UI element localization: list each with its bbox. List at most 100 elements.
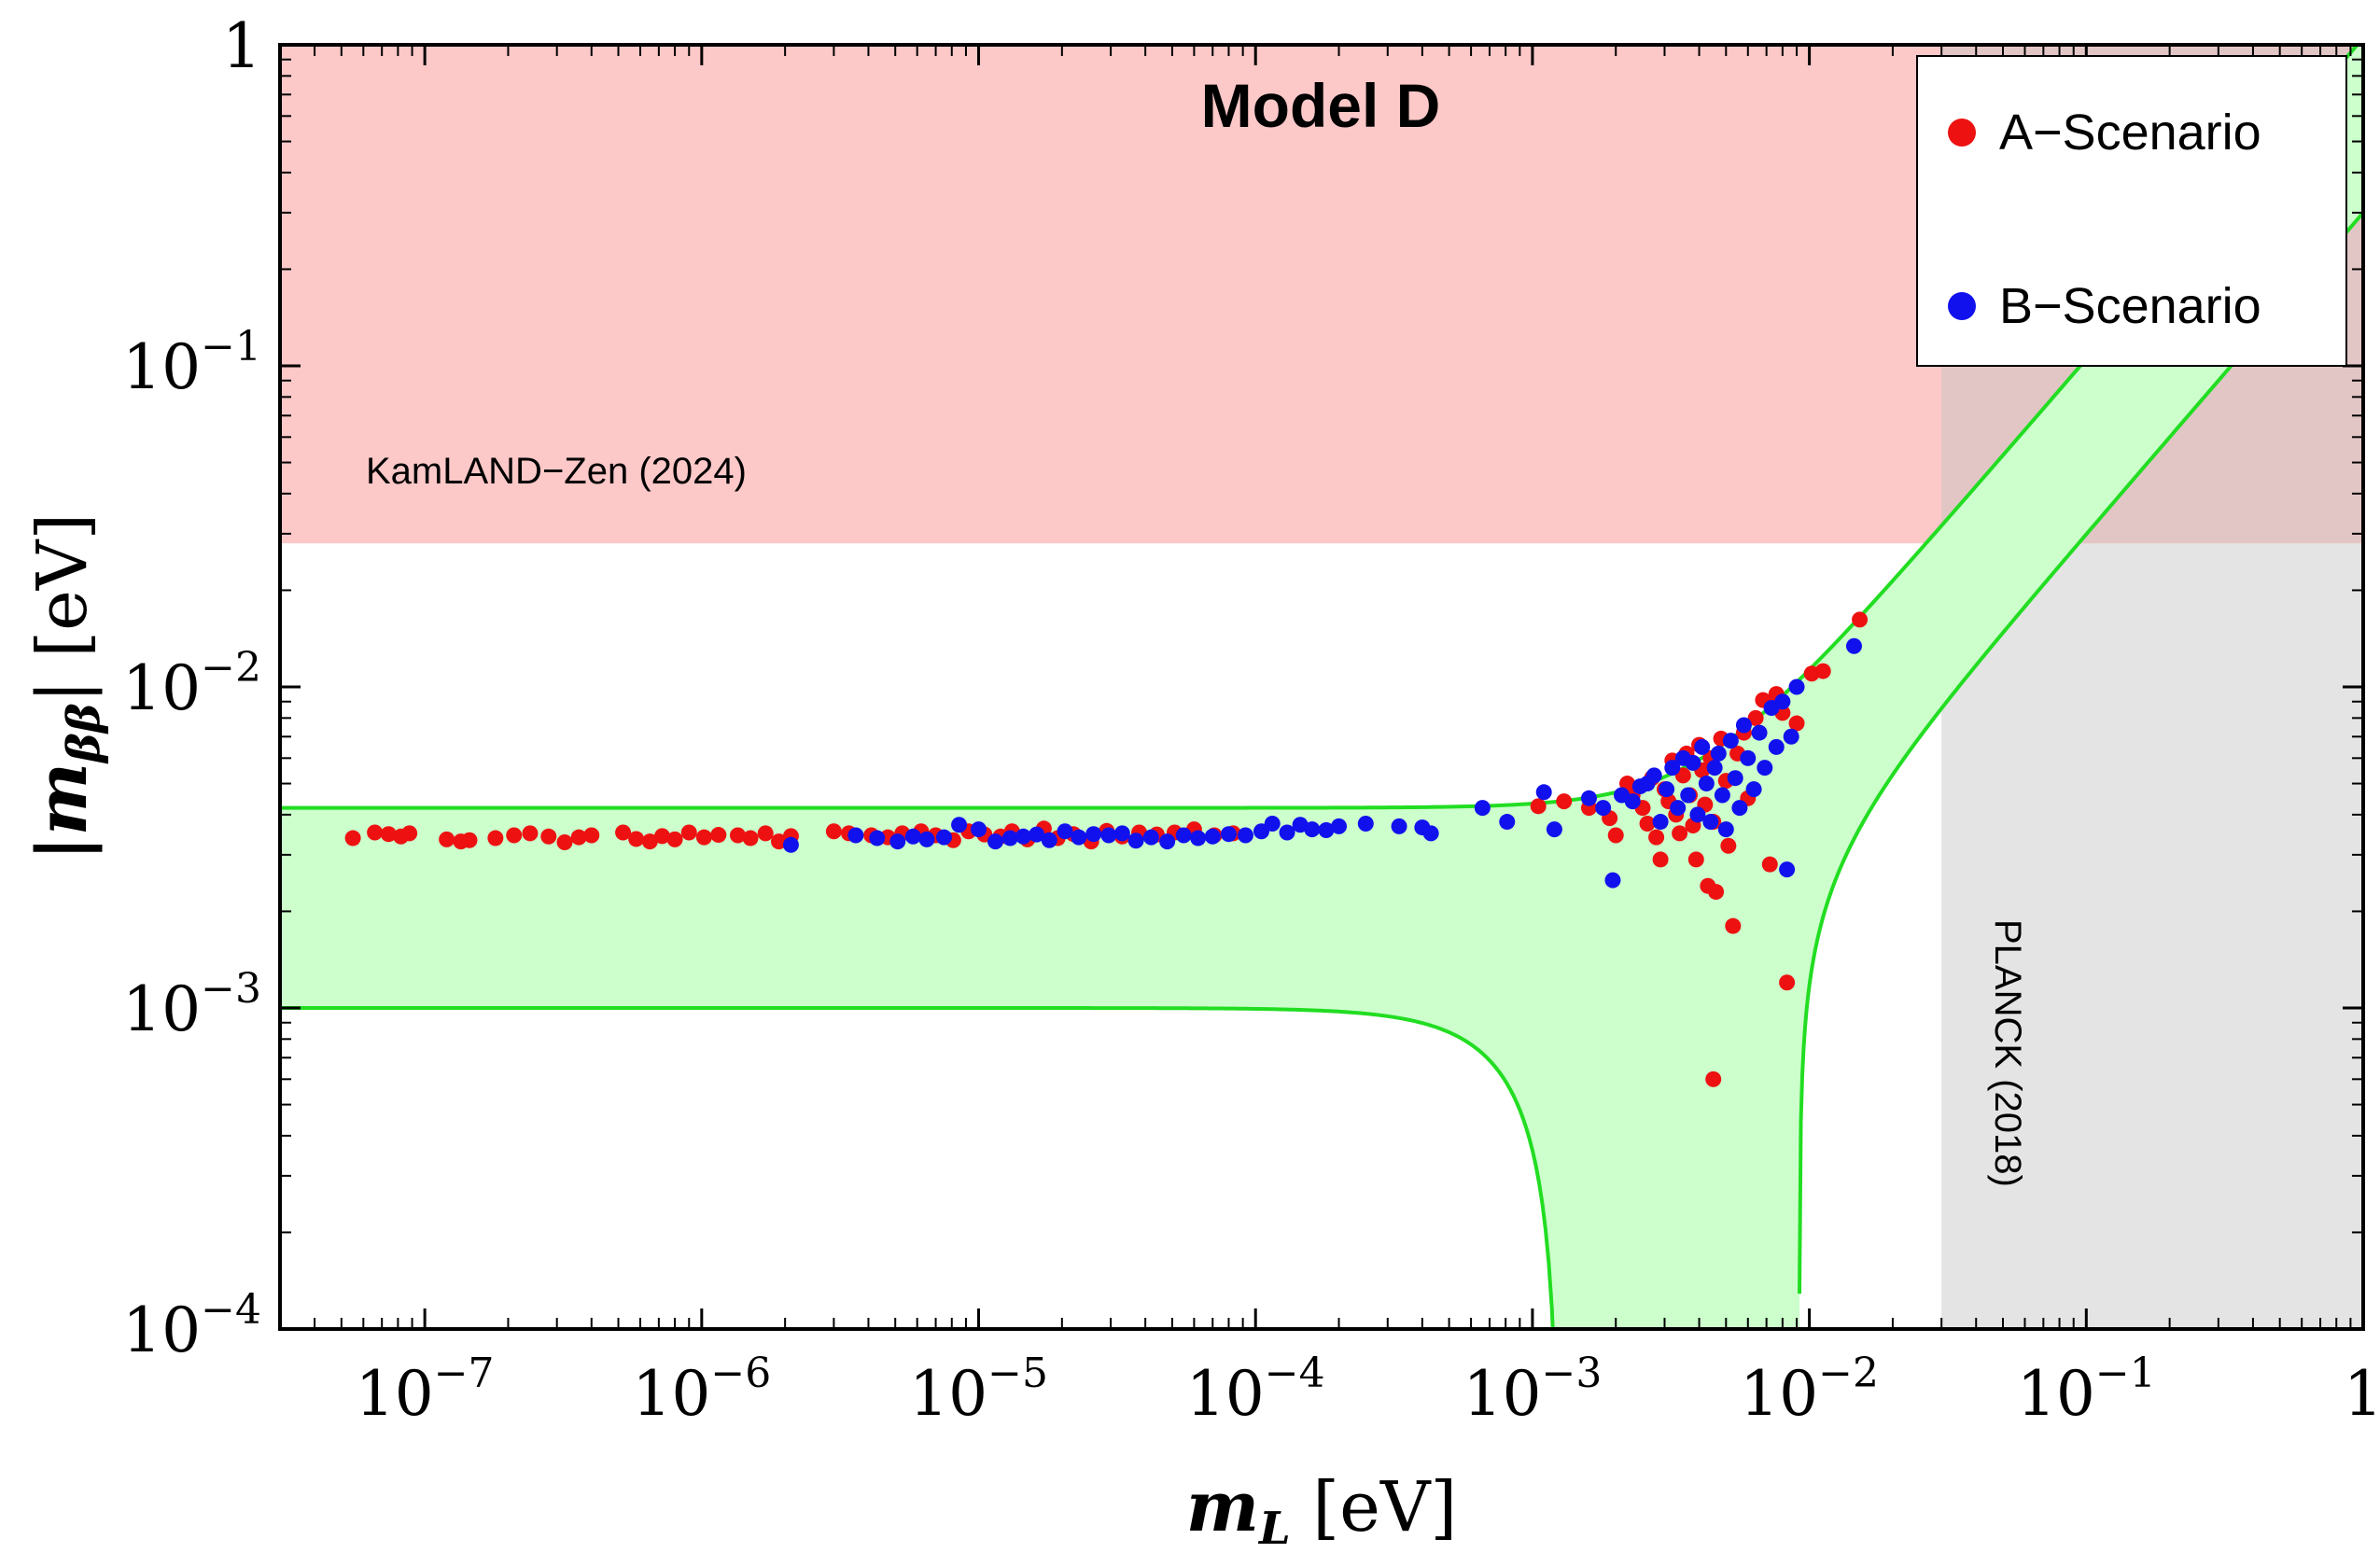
point-b-77	[1783, 728, 1799, 745]
x-tick-label-0: 10−7	[356, 1350, 495, 1430]
point-b-12	[1029, 826, 1045, 843]
point-a-9	[506, 827, 523, 844]
y-tick-label-4: 1	[222, 10, 261, 82]
point-a-14	[583, 827, 600, 844]
point-a-26	[771, 833, 788, 850]
legend: A−Scenario B−Scenario	[1916, 55, 2347, 367]
point-a-91	[1761, 856, 1778, 873]
allowed-band-upper	[280, 45, 2360, 810]
y-tick-label-2: 10−2	[122, 644, 261, 724]
point-b-59	[1698, 776, 1715, 792]
point-b-32	[1318, 821, 1335, 838]
point-b-37	[1422, 825, 1439, 842]
point-b-75	[1774, 693, 1791, 710]
point-b-16	[1085, 826, 1102, 843]
point-b-78	[1788, 679, 1805, 695]
point-a-99	[1705, 1070, 1722, 1087]
point-a-5	[439, 831, 455, 847]
point-b-24	[1204, 828, 1221, 845]
point-b-20	[1142, 829, 1159, 846]
point-b-53	[1670, 800, 1687, 817]
point-b-41	[1546, 821, 1562, 838]
point-b-26	[1237, 827, 1253, 844]
point-a-81	[1708, 884, 1725, 901]
point-a-94	[1779, 974, 1796, 991]
point-b-15	[1071, 829, 1087, 846]
point-b-1	[847, 827, 864, 844]
point-b-11	[1015, 828, 1031, 845]
point-a-12	[556, 834, 573, 851]
point-b-62	[1710, 745, 1727, 762]
point-b-64	[1717, 821, 1734, 838]
point-b-58	[1694, 738, 1711, 755]
point-b-33	[1331, 818, 1348, 834]
point-a-95	[1788, 715, 1805, 732]
axis-labels: 10−7 10−6 10−5 10−4 10−3 10−2 10−1 1 10−4 10−3 10−…	[22, 10, 2380, 1553]
point-b-18	[1113, 825, 1130, 842]
y-tick-label-1: 10−3	[122, 965, 261, 1045]
point-b-42	[1580, 790, 1597, 806]
point-b-28	[1264, 816, 1281, 832]
point-a-28	[825, 823, 842, 840]
point-b-68	[1735, 717, 1752, 734]
point-b-63	[1714, 787, 1730, 804]
y-tick-label-0: 10−4	[122, 1286, 261, 1366]
point-b-55	[1680, 787, 1697, 804]
point-a-13	[570, 829, 587, 846]
point-b-0	[782, 836, 799, 853]
point-a-19	[666, 831, 683, 847]
chart-title: Model D	[1201, 71, 1441, 140]
point-b-43	[1595, 800, 1612, 817]
point-b-14	[1057, 823, 1073, 840]
point-a-89	[1747, 709, 1764, 726]
point-b-66	[1727, 770, 1743, 787]
point-b-60	[1702, 814, 1719, 831]
point-a-74	[1687, 851, 1704, 868]
point-b-10	[1001, 830, 1018, 846]
point-a-11	[540, 828, 557, 845]
point-b-49	[1645, 767, 1662, 784]
point-b-70	[1745, 781, 1762, 798]
legend-box	[1916, 55, 2347, 367]
point-a-18	[654, 828, 671, 845]
point-b-13	[1041, 832, 1057, 848]
point-a-64	[1652, 851, 1669, 868]
point-a-23	[729, 827, 746, 844]
point-b-51	[1659, 781, 1675, 798]
point-a-20	[680, 824, 697, 841]
point-b-56	[1685, 754, 1701, 771]
point-b-25	[1220, 826, 1237, 843]
point-b-72	[1757, 760, 1773, 776]
point-b-3	[889, 833, 906, 850]
legend-marker-0	[1948, 119, 1976, 147]
point-b-65	[1722, 733, 1739, 749]
point-b-34	[1357, 816, 1374, 832]
point-b-71	[1751, 724, 1768, 741]
x-axis-label: mL [eV]	[1186, 1467, 1458, 1553]
point-a-63	[1648, 829, 1665, 846]
point-b-19	[1127, 832, 1144, 849]
point-a-98	[1852, 611, 1869, 628]
allowed-band-lower-left	[280, 1006, 1555, 1329]
region-label-planck: PLANCK (2018)	[1987, 919, 2028, 1187]
legend-label-1: B−Scenario	[1999, 278, 2261, 334]
point-b-9	[987, 833, 1004, 850]
point-b-69	[1740, 749, 1757, 766]
point-b-76	[1779, 861, 1796, 878]
x-tick-label-5: 10−2	[1740, 1350, 1879, 1430]
point-b-7	[951, 817, 968, 833]
point-a-2	[380, 826, 397, 843]
point-a-10	[522, 825, 539, 842]
point-b-74	[1768, 738, 1785, 755]
point-b-22	[1175, 827, 1192, 844]
legend-label-0: A−Scenario	[1999, 105, 2261, 161]
point-b-52	[1664, 760, 1681, 776]
point-a-15	[615, 824, 632, 841]
point-a-16	[628, 831, 645, 847]
point-a-24	[742, 830, 759, 846]
y-tick-label-3: 10−1	[122, 323, 261, 403]
point-a-4	[401, 825, 418, 842]
point-a-54	[1556, 793, 1573, 810]
point-a-21	[695, 829, 712, 846]
point-b-61	[1706, 760, 1723, 776]
